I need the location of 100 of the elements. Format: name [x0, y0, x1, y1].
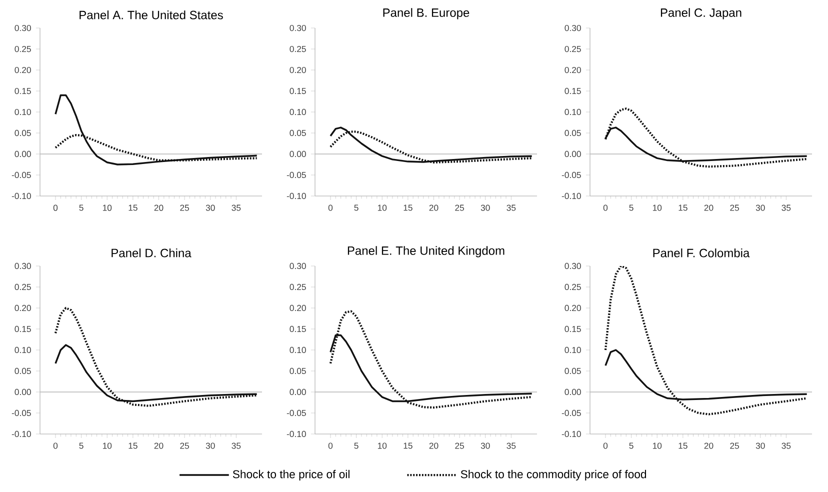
y-tick-label: 0.20: [14, 66, 31, 74]
y-tick-label: 0.05: [564, 368, 581, 374]
chart-title: Panel D. China: [112, 248, 192, 258]
x-tick-label: 30: [206, 442, 215, 449]
y-tick-label: -0.05: [12, 410, 31, 416]
y-tick-label: 0.15: [564, 88, 581, 94]
chart-title: Panel E. The United Kingdom: [348, 246, 504, 258]
x-tick-label: 15: [404, 442, 412, 449]
y-tick-label: 0.30: [14, 262, 31, 270]
y-tick-label: 0.20: [290, 304, 306, 312]
x-tick-label: 25: [730, 442, 740, 449]
y-tick-label: -0.05: [12, 172, 31, 178]
x-tick-label: 15: [678, 442, 688, 449]
y-tick-label: -0.10: [12, 430, 31, 438]
y-tick-label: 0.00: [564, 388, 581, 396]
y-tick-label: -0.10: [286, 192, 306, 200]
x-tick-label: 35: [232, 204, 241, 211]
x-tick-label: 10: [102, 204, 112, 211]
x-tick-label: 25: [455, 442, 464, 449]
y-tick-label: -0.05: [562, 172, 581, 178]
y-tick-label: 0.05: [290, 130, 306, 136]
legend-label: Shock to the price of oil: [232, 470, 350, 480]
y-tick-label: -0.05: [286, 172, 306, 178]
y-tick-label: 0.10: [290, 346, 306, 354]
x-tick-label: 0: [53, 442, 58, 449]
x-tick-label: 0: [603, 204, 608, 211]
x-tick-label: 10: [378, 204, 387, 211]
y-tick-label: 0.15: [564, 326, 581, 332]
y-tick-label: 0.05: [564, 130, 581, 136]
x-tick-label: 25: [180, 442, 190, 449]
x-tick-label: 0: [53, 204, 58, 211]
y-tick-label: 0.10: [14, 108, 31, 116]
chart-title: Panel B. Europe: [383, 8, 470, 20]
x-tick-label: 0: [328, 442, 333, 449]
x-tick-label: 5: [79, 204, 84, 211]
y-tick-label: -0.10: [12, 192, 31, 200]
x-tick-label: 25: [730, 204, 740, 211]
y-tick-label: 0.00: [14, 388, 31, 396]
x-tick-label: 25: [180, 204, 190, 211]
chart-title: Panel A. The United States: [80, 10, 223, 20]
y-tick-label: 0.25: [564, 284, 581, 290]
x-tick-label: 15: [128, 442, 138, 449]
x-tick-label: 5: [629, 204, 634, 211]
y-tick-label: 0.30: [290, 24, 306, 32]
y-tick-label: 0.30: [564, 262, 581, 270]
x-tick-label: 35: [782, 442, 791, 449]
y-tick-label: 0.25: [14, 284, 31, 290]
y-tick-label: -0.05: [286, 410, 306, 416]
y-tick-label: 0.00: [290, 150, 306, 158]
y-tick-label: 0.15: [290, 88, 306, 94]
x-tick-label: 35: [232, 442, 241, 449]
x-tick-label: 30: [480, 204, 490, 211]
y-tick-label: 0.15: [14, 326, 31, 332]
x-tick-label: 0: [603, 442, 608, 449]
x-tick-label: 35: [782, 204, 791, 211]
y-tick-label: 0.00: [14, 150, 31, 158]
legend-label: Shock to the commodity price of food: [460, 470, 646, 480]
y-tick-label: 0.15: [14, 88, 31, 94]
x-tick-label: 20: [429, 204, 438, 211]
y-tick-label: 0.20: [564, 66, 581, 74]
chart-title: Panel C. Japan: [660, 8, 742, 20]
x-tick-label: 30: [756, 204, 765, 211]
x-tick-label: 20: [154, 442, 164, 449]
y-tick-label: 0.20: [290, 66, 306, 74]
y-tick-label: 0.10: [14, 346, 31, 354]
y-tick-label: 0.30: [564, 24, 581, 32]
line-series: [329, 310, 533, 409]
chart-title: Panel F. Colombia: [653, 248, 750, 258]
x-tick-label: 10: [652, 442, 662, 449]
y-tick-label: 0.15: [290, 326, 306, 332]
y-tick-label: 0.10: [290, 108, 306, 116]
y-tick-label: 0.20: [564, 304, 581, 312]
x-tick-label: 5: [354, 442, 358, 449]
x-tick-label: 0: [328, 204, 333, 211]
y-tick-label: 0.25: [290, 46, 306, 52]
y-tick-label: -0.10: [562, 192, 581, 200]
y-tick-label: 0.00: [564, 150, 581, 158]
x-tick-label: 5: [79, 442, 84, 449]
x-tick-label: 20: [429, 442, 438, 449]
y-tick-label: 0.25: [290, 284, 306, 290]
y-tick-label: 0.10: [564, 346, 581, 354]
y-tick-label: 0.00: [290, 388, 306, 396]
y-tick-label: 0.05: [290, 368, 306, 374]
y-tick-label: -0.05: [562, 410, 581, 416]
x-tick-label: 10: [378, 442, 387, 449]
x-tick-label: 5: [629, 442, 634, 449]
x-tick-label: 30: [756, 442, 765, 449]
x-tick-label: 35: [506, 204, 516, 211]
x-tick-label: 30: [480, 442, 490, 449]
x-tick-label: 30: [206, 204, 215, 211]
x-tick-label: 20: [704, 442, 714, 449]
x-tick-label: 25: [455, 204, 464, 211]
line-series: [54, 94, 258, 166]
y-tick-label: -0.10: [286, 430, 306, 438]
line-series: [604, 266, 808, 416]
y-tick-label: 0.30: [14, 24, 31, 32]
y-tick-label: -0.10: [562, 430, 581, 438]
y-tick-label: 0.25: [564, 46, 581, 52]
y-tick-label: 0.25: [14, 46, 31, 52]
x-tick-label: 35: [506, 442, 516, 449]
